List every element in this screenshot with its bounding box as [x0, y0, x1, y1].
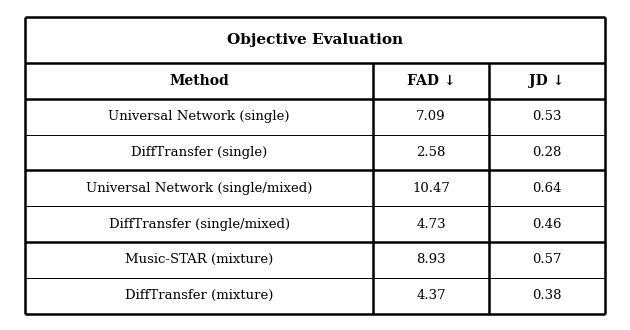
Text: 0.53: 0.53: [532, 110, 561, 123]
Text: Method: Method: [169, 74, 229, 88]
Text: DiffTransfer (single/mixed): DiffTransfer (single/mixed): [108, 217, 290, 231]
Text: 0.28: 0.28: [532, 146, 561, 159]
Text: 4.73: 4.73: [416, 217, 446, 231]
Text: 0.38: 0.38: [532, 289, 561, 302]
Text: Objective Evaluation: Objective Evaluation: [227, 33, 403, 47]
Text: 0.46: 0.46: [532, 217, 561, 231]
Text: Music-STAR (mixture): Music-STAR (mixture): [125, 253, 273, 266]
Text: 2.58: 2.58: [416, 146, 445, 159]
Text: 10.47: 10.47: [412, 182, 450, 195]
Text: DiffTransfer (single): DiffTransfer (single): [131, 146, 267, 159]
Text: JD ↓: JD ↓: [529, 74, 564, 88]
Text: DiffTransfer (mixture): DiffTransfer (mixture): [125, 289, 273, 302]
Text: 4.37: 4.37: [416, 289, 446, 302]
Text: Universal Network (single): Universal Network (single): [108, 110, 290, 123]
Text: FAD ↓: FAD ↓: [407, 74, 455, 88]
Text: 0.57: 0.57: [532, 253, 561, 266]
Text: 7.09: 7.09: [416, 110, 446, 123]
Text: Universal Network (single/mixed): Universal Network (single/mixed): [86, 182, 312, 195]
Text: 8.93: 8.93: [416, 253, 446, 266]
Text: 0.64: 0.64: [532, 182, 561, 195]
